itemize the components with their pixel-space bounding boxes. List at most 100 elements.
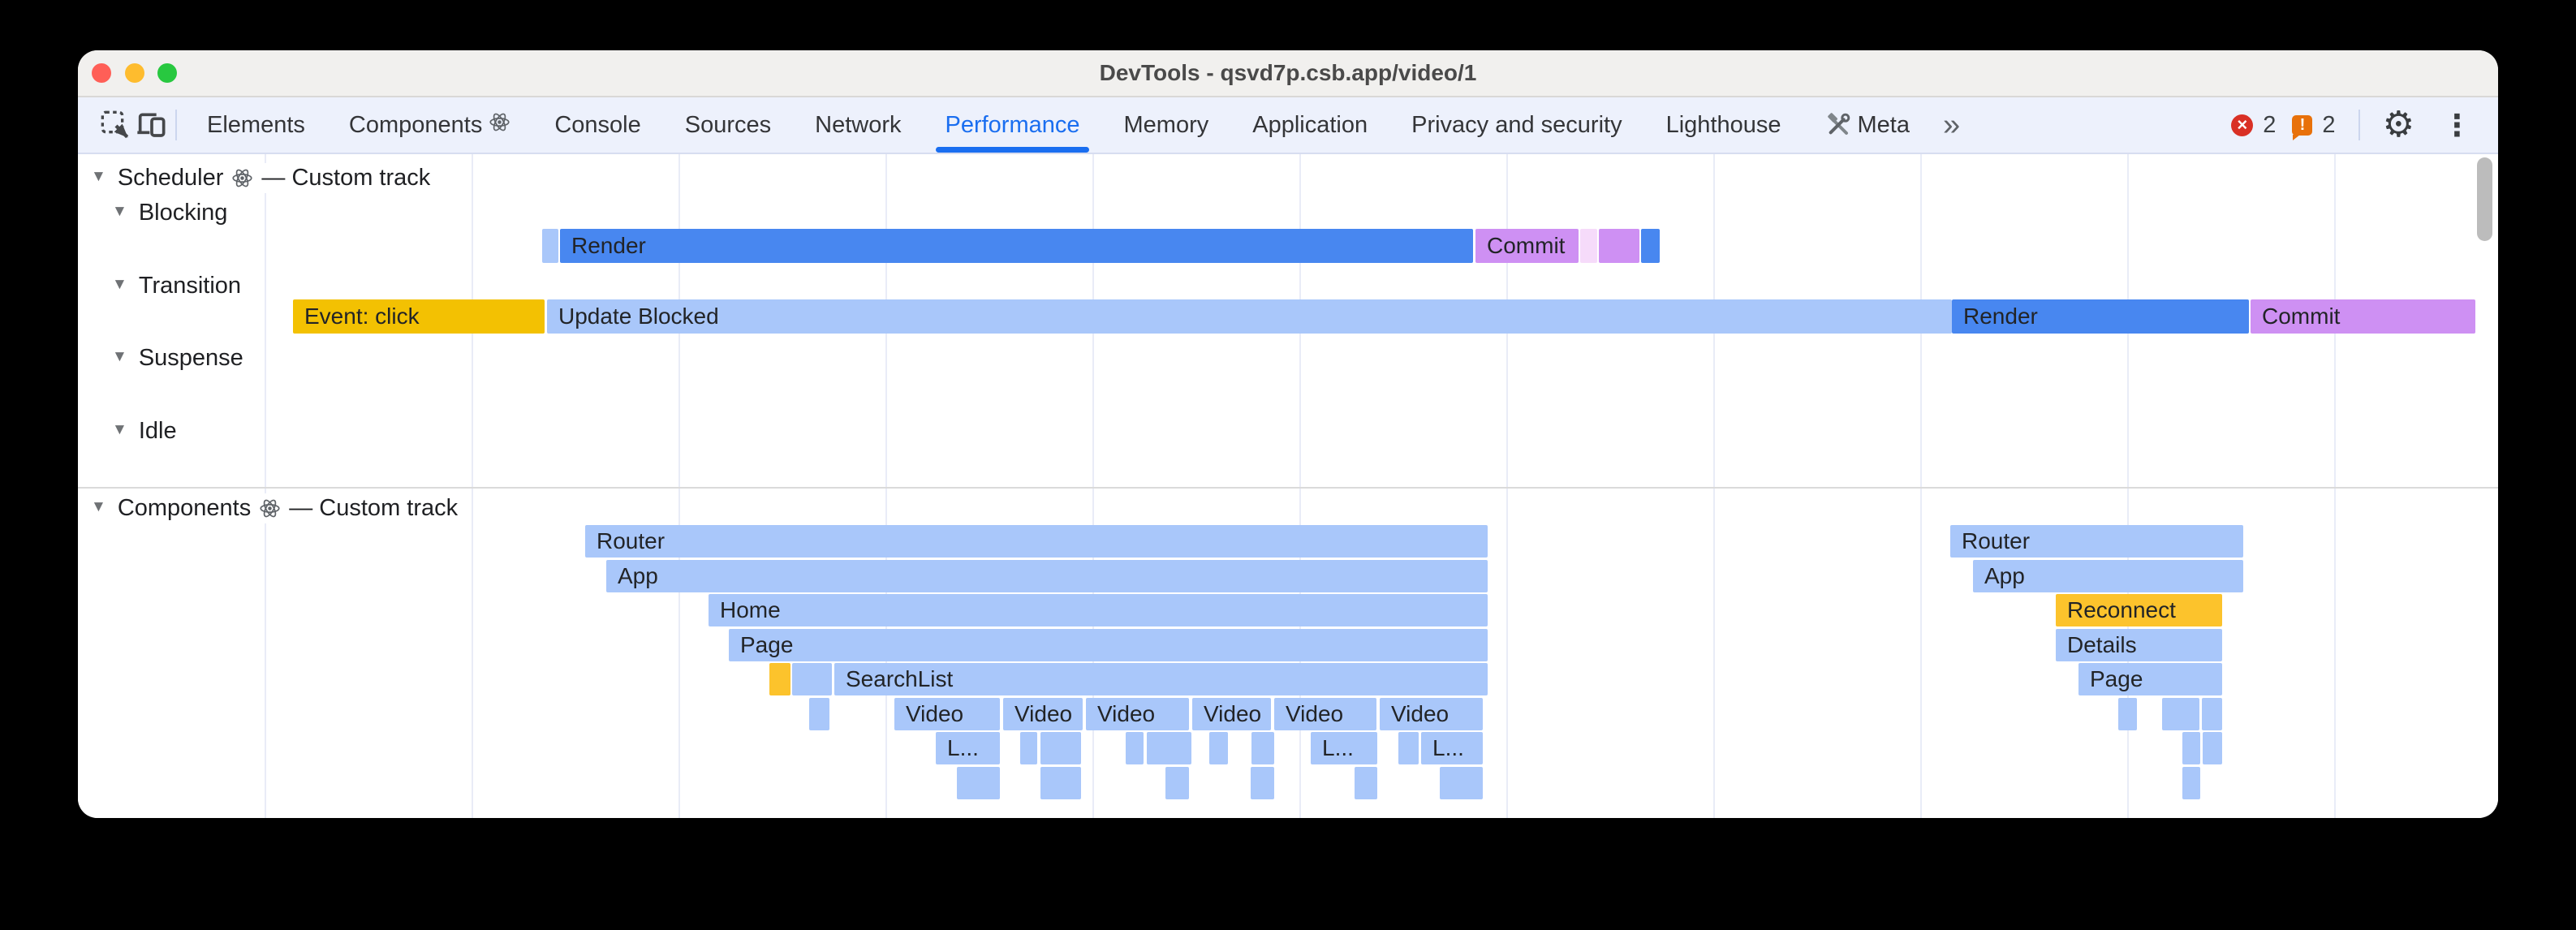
collapse-triangle-icon[interactable]: ▼ [91, 168, 106, 185]
timeline-bar[interactable] [1147, 732, 1191, 764]
close-button[interactable] [92, 63, 111, 83]
timeline-bar-page[interactable]: Page [729, 629, 1488, 661]
error-badge-icon[interactable]: × [2231, 114, 2254, 136]
collapse-triangle-icon[interactable]: ▼ [112, 421, 127, 438]
timeline-bar-commit[interactable]: Commit [1475, 229, 1579, 263]
track-label-suspense: ▼ Suspense [110, 342, 253, 373]
tab-sources[interactable]: Sources [663, 97, 793, 153]
timeline-bar[interactable] [1580, 229, 1597, 263]
timeline-bar-render[interactable]: Render [560, 229, 1473, 263]
timeline-bar[interactable] [1355, 767, 1377, 799]
timeline-bar-l[interactable]: L... [1421, 732, 1483, 764]
timeline-bar-event-click[interactable]: Event: click [293, 299, 545, 334]
timeline-bar-router[interactable]: Router [1950, 525, 2243, 558]
timeline-bar[interactable] [957, 767, 1000, 799]
kebab-menu-button[interactable]: ⋮ [2442, 108, 2472, 142]
timeline-bar-video[interactable]: Video [1274, 698, 1376, 730]
timeline-bar[interactable] [2182, 767, 2200, 799]
timeline-bar-video[interactable]: Video [1086, 698, 1189, 730]
tab-console[interactable]: Console [532, 97, 662, 153]
tab-label: Lighthouse [1665, 111, 1781, 138]
gridline [265, 154, 266, 818]
timeline-bar[interactable] [1126, 732, 1144, 764]
timeline-bar[interactable] [1440, 767, 1483, 799]
timeline-bar[interactable] [1251, 767, 1274, 799]
timeline-bar[interactable] [792, 663, 832, 695]
timeline-bar[interactable] [2203, 732, 2222, 764]
timeline-bar[interactable] [2118, 698, 2137, 730]
track-label-idle: ▼ Idle [110, 415, 187, 446]
bar-label: Video [1097, 701, 1156, 726]
timeline-bar-video[interactable]: Video [1380, 698, 1483, 730]
timeline-bar[interactable] [2182, 732, 2200, 764]
bar-label: Video [906, 701, 964, 726]
timeline-bar[interactable] [2202, 698, 2222, 730]
timeline-bar-video[interactable]: Video [1192, 698, 1271, 730]
timeline-bar-searchlist[interactable]: SearchList [834, 663, 1488, 695]
zoom-button[interactable] [157, 63, 177, 83]
tab-application[interactable]: Application [1230, 97, 1389, 153]
timeline-bar-app[interactable]: App [1973, 560, 2243, 592]
settings-gear-button[interactable]: ⚙ [2382, 105, 2414, 144]
tab-meta[interactable]: Meta [1803, 97, 1932, 153]
react-atom-icon [259, 497, 281, 519]
timeline-canvas[interactable]: Render Commit Event: click Update Blocked Re… [78, 154, 2498, 818]
tab-lighthouse[interactable]: Lighthouse [1644, 97, 1803, 153]
tab-network[interactable]: Network [793, 97, 923, 153]
timeline-bar-router[interactable]: Router [585, 525, 1488, 558]
tab-components[interactable]: Components [327, 97, 532, 153]
tab-elements[interactable]: Elements [185, 97, 327, 153]
timeline-bar[interactable] [769, 663, 790, 695]
timeline-bar[interactable] [1040, 732, 1081, 764]
collapse-triangle-icon[interactable]: ▼ [112, 348, 127, 365]
devtools-window: DevTools - qsvd7p.csb.app/video/1 [78, 50, 2498, 818]
collapse-triangle-icon[interactable]: ▼ [112, 276, 127, 293]
tab-performance[interactable]: Performance [923, 97, 1101, 153]
timeline-bar-render[interactable]: Render [1952, 299, 2249, 334]
inspect-element-button[interactable] [97, 107, 133, 143]
timeline-bar-video[interactable]: Video [1003, 698, 1083, 730]
timeline-bar-l[interactable]: L... [1311, 732, 1377, 764]
collapse-triangle-icon[interactable]: ▼ [91, 498, 106, 515]
tab-memory[interactable]: Memory [1102, 97, 1231, 153]
timeline-bar[interactable] [1165, 767, 1189, 799]
timeline-bar[interactable] [542, 229, 558, 263]
timeline-bar-commit[interactable]: Commit [2251, 299, 2475, 334]
minimize-button[interactable] [125, 63, 144, 83]
tab-label: Performance [945, 111, 1080, 138]
device-toolbar-button[interactable] [133, 107, 169, 143]
timeline-bar[interactable] [1020, 732, 1037, 764]
collapse-triangle-icon[interactable]: ▼ [112, 203, 127, 220]
vertical-scrollbar-thumb[interactable] [2477, 157, 2492, 241]
track-name: Idle [138, 417, 177, 444]
tab-privacy-and-security[interactable]: Privacy and security [1389, 97, 1644, 153]
toolbar-separator [175, 110, 177, 140]
bar-label: Reconnect [2067, 597, 2176, 622]
timeline-bar-reconnect[interactable]: Reconnect [2056, 594, 2222, 626]
timeline-bar-l[interactable]: L... [936, 732, 1000, 764]
timeline-bar[interactable] [2162, 698, 2199, 730]
timeline-bar-details[interactable]: Details [2056, 629, 2222, 661]
timeline-bar[interactable] [1398, 732, 1419, 764]
bar-label: L... [1322, 735, 1354, 760]
gridline [2127, 154, 2129, 818]
track-name: Transition [138, 272, 242, 299]
more-tabs-button[interactable]: » [1943, 108, 1961, 142]
timeline-bar[interactable] [1641, 229, 1660, 263]
timeline-bar-update-blocked[interactable]: Update Blocked [547, 299, 1952, 334]
timeline-bar-video[interactable]: Video [894, 698, 1000, 730]
warning-badge-icon[interactable]: ! [2292, 114, 2313, 140]
timeline-bar[interactable] [809, 698, 829, 730]
error-count[interactable]: 2 [2263, 111, 2277, 138]
track-label-blocking: ▼ Blocking [110, 197, 238, 228]
panel-tabs: Elements Components Console Sources Netw… [185, 97, 1971, 153]
timeline-bar-app[interactable]: App [606, 560, 1488, 592]
bar-label: Render [1963, 304, 2038, 329]
timeline-bar[interactable] [1251, 732, 1274, 764]
timeline-bar-home[interactable]: Home [709, 594, 1488, 626]
timeline-bar[interactable] [1209, 732, 1228, 764]
warning-count[interactable]: 2 [2322, 111, 2336, 138]
timeline-bar[interactable] [1040, 767, 1081, 799]
timeline-bar[interactable] [1599, 229, 1639, 263]
timeline-bar-page[interactable]: Page [2078, 663, 2222, 695]
